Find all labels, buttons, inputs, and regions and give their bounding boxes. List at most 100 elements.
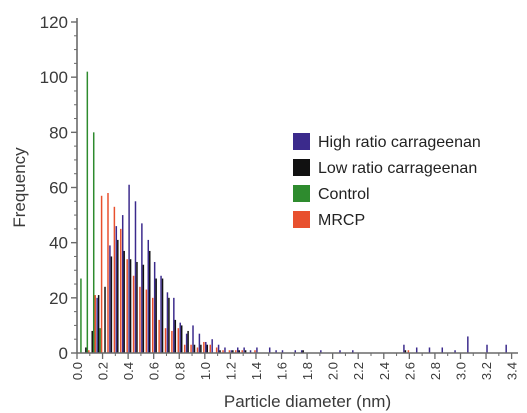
- bar-low-ratio-carrageenan: [174, 319, 177, 353]
- legend-label: Control: [318, 186, 370, 203]
- bar-high-ratio-carrageenan: [300, 350, 303, 353]
- y-tick-label: 120: [40, 13, 68, 32]
- bar-high-ratio-carrageenan: [179, 322, 181, 353]
- legend-label: High ratio carrageenan: [318, 134, 481, 151]
- bar-mrcp: [120, 228, 122, 353]
- bar-mrcp: [94, 295, 96, 353]
- bar-high-ratio-carrageenan: [339, 350, 341, 353]
- bar-high-ratio-carrageenan: [486, 344, 488, 353]
- bar-high-ratio-carrageenan: [205, 341, 207, 353]
- bar-high-ratio-carrageenan: [141, 223, 143, 353]
- bar-low-ratio-carrageenan: [123, 250, 125, 353]
- bar-high-ratio-carrageenan: [224, 347, 226, 353]
- bar-high-ratio-carrageenan: [160, 275, 162, 353]
- bar-low-ratio-carrageenan: [129, 259, 132, 353]
- bar-high-ratio-carrageenan: [166, 292, 169, 353]
- x-tick-label: 1.8: [300, 362, 315, 380]
- legend-label: MRCP: [318, 212, 365, 229]
- bar-high-ratio-carrageenan: [415, 347, 418, 353]
- x-tick-label: 3.0: [453, 362, 468, 380]
- bar-high-ratio-carrageenan: [185, 333, 188, 353]
- x-tick-label: 3.4: [505, 362, 520, 380]
- bar-high-ratio-carrageenan: [134, 201, 137, 353]
- bar-mrcp: [241, 350, 243, 353]
- y-axis-title: Frequency: [10, 147, 29, 228]
- bar-low-ratio-carrageenan: [149, 250, 151, 353]
- bar-low-ratio-carrageenan: [168, 297, 170, 353]
- bar-high-ratio-carrageenan: [243, 347, 245, 353]
- bar-high-ratio-carrageenan: [249, 350, 252, 353]
- bar-low-ratio-carrageenan: [238, 350, 240, 353]
- y-tick-label: 40: [49, 234, 68, 253]
- x-tick-label: 1.6: [275, 362, 290, 380]
- bar-low-ratio-carrageenan: [85, 347, 87, 353]
- bar-mrcp: [139, 286, 141, 353]
- bar-high-ratio-carrageenan: [294, 350, 297, 353]
- bars-layer: [80, 71, 507, 354]
- bar-mrcp: [228, 350, 231, 353]
- bar-mrcp: [196, 347, 199, 353]
- legend-label: Low ratio carrageenan: [318, 160, 477, 177]
- y-tick-label: 100: [40, 68, 68, 87]
- bar-low-ratio-carrageenan: [180, 325, 183, 353]
- x-tick-label: 0.2: [96, 362, 111, 380]
- x-tick-label: 2.0: [326, 362, 341, 380]
- bar-high-ratio-carrageenan: [467, 336, 469, 353]
- bar-mrcp: [151, 297, 154, 353]
- bar-high-ratio-carrageenan: [230, 350, 233, 353]
- x-axis-ticks: 0.0 0.2 0.4 0.6 0.8 1.0 1.2 1.4 1.6 1.8 2.0 2.2 2.4 2…: [70, 353, 520, 380]
- bar-low-ratio-carrageenan: [302, 350, 304, 353]
- bar-control: [99, 328, 101, 353]
- x-axis-title: Particle diameter (nm): [224, 392, 391, 411]
- bar-low-ratio-carrageenan: [193, 344, 196, 353]
- bar-low-ratio-carrageenan: [91, 330, 93, 353]
- x-tick-label: 1.4: [249, 362, 264, 380]
- bar-low-ratio-carrageenan: [232, 350, 234, 353]
- y-tick-label: 60: [49, 179, 68, 198]
- x-tick-label: 2.6: [402, 362, 417, 380]
- x-tick-label: 1.0: [198, 362, 213, 380]
- bar-control: [86, 71, 89, 354]
- bar-high-ratio-carrageenan: [256, 347, 258, 353]
- legend-swatch: [293, 133, 310, 150]
- bar-low-ratio-carrageenan: [206, 344, 209, 353]
- bar-mrcp: [113, 206, 116, 353]
- bar-high-ratio-carrageenan: [428, 347, 431, 353]
- bar-high-ratio-carrageenan: [96, 297, 98, 353]
- bar-mrcp: [190, 344, 192, 353]
- x-tick-label: 0.8: [172, 362, 187, 380]
- bar-mrcp: [254, 350, 256, 353]
- bar-high-ratio-carrageenan: [441, 347, 444, 353]
- x-tick-label: 2.2: [351, 362, 366, 380]
- legend-swatch: [293, 159, 310, 176]
- bar-high-ratio-carrageenan: [454, 350, 456, 353]
- bar-high-ratio-carrageenan: [237, 347, 239, 353]
- bar-mrcp: [107, 193, 109, 353]
- bar-high-ratio-carrageenan: [281, 350, 284, 353]
- bar-mrcp: [164, 328, 167, 353]
- bar-high-ratio-carrageenan: [115, 226, 118, 353]
- bar-low-ratio-carrageenan: [104, 286, 106, 353]
- y-tick-label: 20: [49, 289, 68, 308]
- x-tick-label: 0.0: [70, 362, 85, 380]
- bar-low-ratio-carrageenan: [97, 295, 100, 353]
- bar-mrcp: [203, 341, 205, 353]
- bar-high-ratio-carrageenan: [320, 350, 322, 353]
- bar-low-ratio-carrageenan: [219, 350, 221, 353]
- axes: [76, 18, 518, 354]
- bar-high-ratio-carrageenan: [128, 184, 130, 353]
- bar-low-ratio-carrageenan: [136, 261, 138, 353]
- bar-high-ratio-carrageenan: [352, 350, 354, 353]
- bar-mrcp: [100, 195, 103, 353]
- bar-high-ratio-carrageenan: [109, 245, 111, 353]
- bar-low-ratio-carrageenan: [142, 264, 145, 353]
- y-axis-ticks: 0 20 40 60 80 100 120: [40, 13, 77, 363]
- bar-mrcp: [177, 328, 180, 353]
- bar-mrcp: [235, 350, 237, 353]
- bar-high-ratio-carrageenan: [211, 339, 213, 353]
- x-tick-label: 0.6: [147, 362, 162, 380]
- bar-mrcp: [222, 350, 224, 353]
- bar-mrcp: [209, 344, 211, 353]
